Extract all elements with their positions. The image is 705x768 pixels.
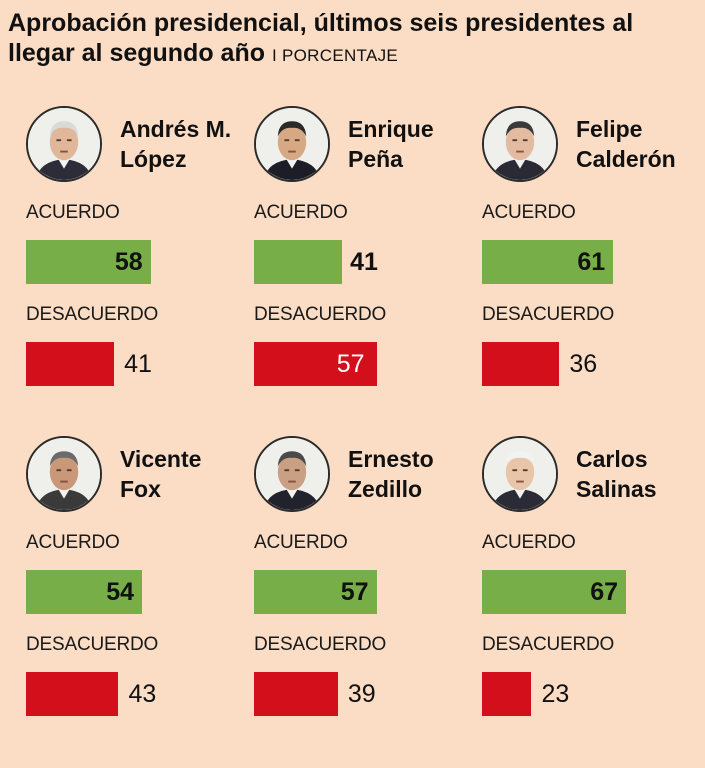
agree-value: 67 xyxy=(590,578,619,606)
name-line-1: Felipe xyxy=(576,116,643,142)
agree-value: 58 xyxy=(114,248,143,276)
president-panel: Ernesto Zedillo ACUERDO 57 DESACUERDO 39 xyxy=(254,436,482,746)
agree-bar xyxy=(482,570,627,614)
president-panel: Felipe Calderón ACUERDO 61 DESACUERDO 36 xyxy=(482,106,705,416)
agree-bar xyxy=(254,240,343,284)
agree-bar xyxy=(26,240,151,284)
name-line-1: Ernesto xyxy=(348,446,434,472)
president-portrait-icon xyxy=(254,106,330,182)
name-line-1: Andrés M. xyxy=(120,116,232,142)
president-portrait-icon xyxy=(26,436,102,512)
president-name: Carlos Salinas xyxy=(576,444,705,504)
disagree-bar xyxy=(254,672,338,716)
name-line-2: Fox xyxy=(120,476,161,502)
name-line-2: López xyxy=(120,146,187,172)
disagree-label: DESACUERDO xyxy=(26,634,159,655)
disagree-label: DESACUERDO xyxy=(482,634,615,655)
president-portrait-icon xyxy=(254,436,330,512)
agree-bar xyxy=(26,570,143,614)
name-line-1: Carlos xyxy=(576,446,648,472)
disagree-value: 39 xyxy=(347,680,376,708)
disagree-bar xyxy=(482,342,560,386)
president-name: Vicente Fox xyxy=(120,444,260,504)
disagree-value: 23 xyxy=(541,680,570,708)
agree-label: ACUERDO xyxy=(26,532,120,553)
disagree-label: DESACUERDO xyxy=(26,304,159,325)
president-name: Felipe Calderón xyxy=(576,114,705,174)
agree-value: 61 xyxy=(577,248,606,276)
president-portrait-icon xyxy=(482,106,558,182)
name-line-2: Peña xyxy=(348,146,403,172)
disagree-value: 43 xyxy=(128,680,157,708)
name-line-2: Salinas xyxy=(576,476,657,502)
president-name: Enrique Peña xyxy=(348,114,488,174)
disagree-label: DESACUERDO xyxy=(482,304,615,325)
president-portrait-icon xyxy=(26,106,102,182)
agree-bar xyxy=(254,570,377,614)
agree-label: ACUERDO xyxy=(26,202,120,223)
name-line-2: Calderón xyxy=(576,146,676,172)
president-panel: Carlos Salinas ACUERDO 67 DESACUERDO 23 xyxy=(482,436,705,746)
name-line-1: Vicente xyxy=(120,446,202,472)
agree-value: 54 xyxy=(106,578,135,606)
president-name: Ernesto Zedillo xyxy=(348,444,488,504)
title-unit: I PORCENTAJE xyxy=(271,46,399,65)
disagree-value: 36 xyxy=(569,350,598,378)
disagree-bar xyxy=(26,672,119,716)
title-main: Aprobación presidencial, últimos seis pr… xyxy=(8,9,634,67)
agree-label: ACUERDO xyxy=(254,532,348,553)
agree-label: ACUERDO xyxy=(482,532,576,553)
agree-label: ACUERDO xyxy=(254,202,348,223)
name-line-1: Enrique xyxy=(348,116,434,142)
disagree-bar xyxy=(254,342,377,386)
disagree-value: 57 xyxy=(336,350,365,378)
president-name: Andrés M. López xyxy=(120,114,260,174)
agree-value: 57 xyxy=(340,578,369,606)
president-panel: Enrique Peña ACUERDO 41 DESACUERDO 57 xyxy=(254,106,482,416)
disagree-bar xyxy=(26,342,115,386)
disagree-value: 41 xyxy=(124,350,152,378)
agree-bar xyxy=(482,240,614,284)
president-portrait-icon xyxy=(482,436,558,512)
name-line-2: Zedillo xyxy=(348,476,423,502)
agree-value: 41 xyxy=(350,248,378,276)
agree-label: ACUERDO xyxy=(482,202,576,223)
president-panel: Vicente Fox ACUERDO 54 DESACUERDO 43 xyxy=(26,436,254,746)
chart-title: Aprobación presidencial, últimos seis pr… xyxy=(8,8,698,71)
president-panel: Andrés M. López ACUERDO 58 DESACUERDO 41 xyxy=(26,106,254,416)
disagree-bar xyxy=(482,672,532,716)
disagree-label: DESACUERDO xyxy=(254,304,387,325)
disagree-label: DESACUERDO xyxy=(254,634,387,655)
